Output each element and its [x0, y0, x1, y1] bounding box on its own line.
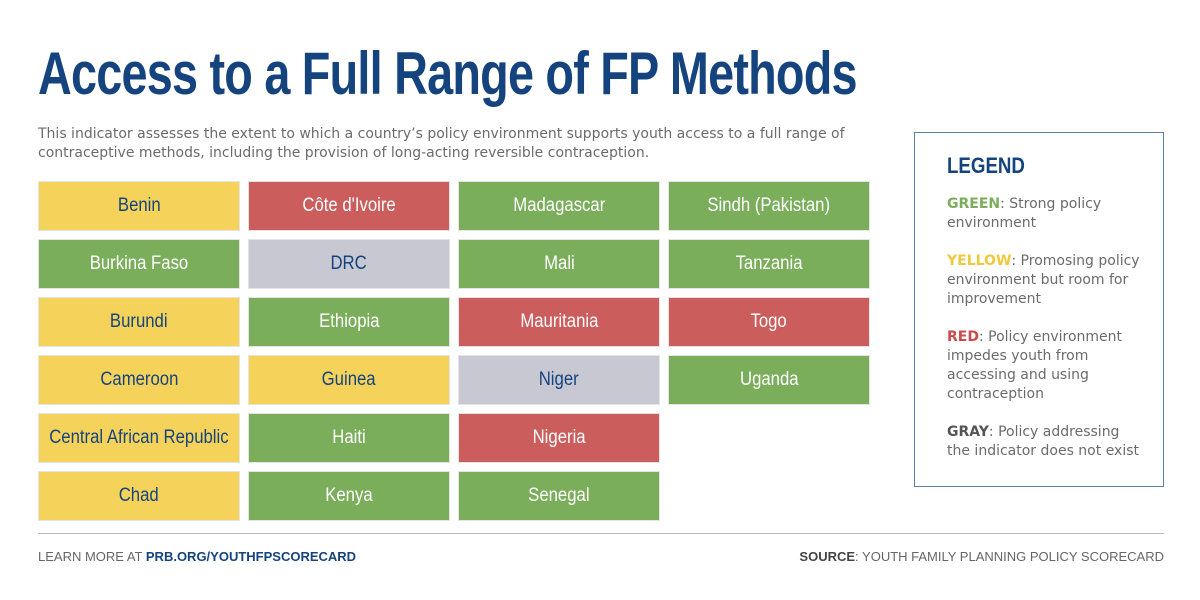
country-cell: Nigeria: [458, 413, 660, 463]
country-cell: Senegal: [458, 471, 660, 521]
country-name: Tanzania: [735, 253, 803, 274]
source-text: : YOUTH FAMILY PLANNING POLICY SCORECARD: [855, 549, 1164, 564]
country-cell: Benin: [38, 181, 240, 231]
country-cell: Chad: [38, 471, 240, 521]
country-cell: Mali: [458, 239, 660, 289]
country-name: Chad: [119, 485, 159, 506]
country-cell: Uganda: [668, 355, 870, 405]
country-name: Burkina Faso: [89, 253, 189, 274]
source-credit: SOURCE: YOUTH FAMILY PLANNING POLICY SCO…: [799, 549, 1164, 564]
country-cell: Kenya: [248, 471, 450, 521]
country-name: Côte d'Ivoire: [302, 195, 396, 216]
legend-key-red: RED: [947, 329, 979, 345]
source-label: SOURCE: [799, 549, 856, 564]
country-name: Niger: [539, 369, 579, 390]
legend-sep-gray: :: [988, 424, 994, 440]
learn-more-prefix: LEARN MORE AT: [38, 549, 146, 564]
country-name: Uganda: [739, 369, 799, 390]
country-name: Togo: [750, 311, 788, 332]
legend-item-red: RED: Policy environment impedes youth fr…: [947, 328, 1145, 404]
country-name: Senegal: [528, 485, 590, 506]
legend-sep-red: :: [978, 329, 984, 345]
legend-item-gray: GRAY: Policy addressing the indicator do…: [947, 423, 1145, 461]
country-cell: Sindh (Pakistan): [668, 181, 870, 231]
country-cell: Burkina Faso: [38, 239, 240, 289]
country-name: Cameroon: [99, 369, 179, 390]
country-cell: Niger: [458, 355, 660, 405]
country-cell: Madagascar: [458, 181, 660, 231]
legend-text-gray: Policy addressing the indicator does not…: [947, 424, 1140, 459]
country-cell: Cameroon: [38, 355, 240, 405]
legend-item-green: GREEN: Strong policy environment: [947, 195, 1145, 233]
country-cell: Central African Republic: [38, 413, 240, 463]
country-grid: Benin Burkina Faso Burundi Cameroon Central …: [38, 181, 870, 521]
legend-key-yellow: YELLOW: [947, 253, 1012, 269]
legend-key-green: GREEN: [947, 196, 1001, 212]
country-cell: DRC: [248, 239, 450, 289]
country-cell: Mauritania: [458, 297, 660, 347]
country-cell: Burundi: [38, 297, 240, 347]
country-cell: Guinea: [248, 355, 450, 405]
indicator-description: This indicator assesses the extent to wh…: [38, 126, 845, 161]
legend-key-gray: GRAY: [947, 424, 989, 440]
country-name: Guinea: [322, 369, 376, 390]
country-cell: Ethiopia: [248, 297, 450, 347]
legend-text-yellow: Promosing policy environment but room fo…: [947, 253, 1140, 307]
legend-text-green: Strong policy environment: [947, 196, 1102, 231]
country-cell: Côte d'Ivoire: [248, 181, 450, 231]
country-name: Central African Republic: [49, 427, 229, 448]
country-name: Haiti: [332, 427, 366, 448]
country-name: Madagascar: [512, 195, 606, 216]
legend-item-yellow: YELLOW: Promosing policy environment but…: [947, 252, 1145, 309]
country-cell: Haiti: [248, 413, 450, 463]
footer-divider: [38, 533, 1164, 534]
country-name: Mali: [543, 253, 575, 274]
legend-title: LEGEND: [947, 153, 1025, 178]
legend-text-red: Policy environment impedes youth from ac…: [947, 329, 1123, 402]
country-name: DRC: [330, 253, 368, 274]
country-name: Kenya: [325, 485, 373, 506]
country-cell: Tanzania: [668, 239, 870, 289]
learn-more: LEARN MORE AT PRB.ORG/YOUTHFPSCORECARD: [38, 549, 356, 564]
country-name: Nigeria: [532, 427, 586, 448]
country-name: Benin: [117, 195, 161, 216]
country-name: Ethiopia: [318, 311, 380, 332]
scorecard-link[interactable]: PRB.ORG/YOUTHFPSCORECARD: [145, 549, 357, 564]
country-name: Burundi: [110, 311, 168, 332]
country-name: Sindh (Pakistan): [707, 195, 831, 216]
legend-sep-yellow: :: [1011, 253, 1017, 269]
legend-sep-green: :: [1000, 196, 1005, 212]
page-title: Access to a Full Range of FP Methods: [38, 40, 858, 107]
country-cell: Togo: [668, 297, 870, 347]
country-name: Mauritania: [519, 311, 599, 332]
legend-box: LEGEND GREEN: Strong policy environment …: [914, 132, 1164, 487]
